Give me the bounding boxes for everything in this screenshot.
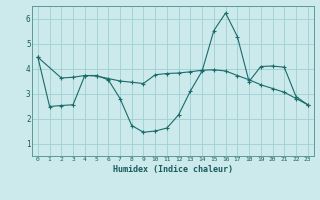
X-axis label: Humidex (Indice chaleur): Humidex (Indice chaleur) (113, 165, 233, 174)
